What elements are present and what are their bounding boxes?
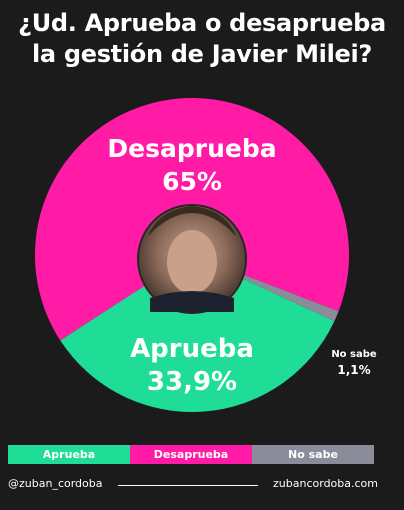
- legend-item-aprueba: Aprueba: [8, 445, 130, 464]
- legend-label-desaprueba: Desaprueba: [153, 448, 229, 461]
- portrait-photo: [137, 204, 247, 314]
- label-no-sabe: No sabe: [331, 349, 377, 360]
- value-no-sabe: 1,1%: [337, 363, 370, 377]
- footer-divider: [118, 485, 258, 486]
- label-desaprueba: Desaprueba: [107, 134, 276, 163]
- value-aprueba: 33,9%: [147, 367, 237, 397]
- footer: @zuban_cordoba zubancordoba.com: [0, 475, 404, 495]
- title-line-1: ¿Ud. Aprueba o desaprueba: [18, 9, 386, 37]
- legend-item-no-sabe: No sabe: [252, 445, 374, 464]
- website-link: zubancordoba.com: [273, 477, 378, 490]
- legend: Aprueba Desaprueba No sabe: [8, 445, 374, 464]
- chart-title: ¿Ud. Aprueba o desaprueba la gestión de …: [0, 8, 404, 70]
- pie-slice-aprueba: [60, 255, 335, 412]
- legend-label-aprueba: Aprueba: [42, 448, 96, 461]
- title-line-2: la gestión de Javier Milei?: [31, 40, 373, 68]
- legend-item-desaprueba: Desaprueba: [130, 445, 252, 464]
- legend-label-no-sabe: No sabe: [288, 448, 338, 461]
- social-handle: @zuban_cordoba: [8, 477, 103, 490]
- label-aprueba: Aprueba: [130, 334, 254, 364]
- value-desaprueba: 65%: [162, 167, 222, 196]
